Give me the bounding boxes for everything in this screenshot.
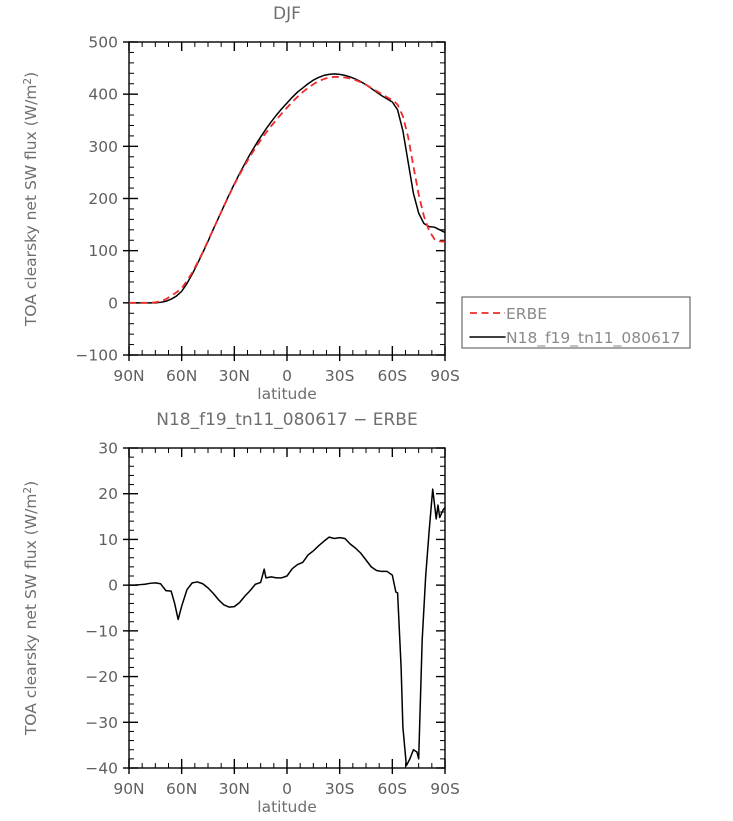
lower-panel-xlabel: latitude [257, 798, 316, 816]
y-tick-label: 0 [108, 577, 118, 595]
legend-label-erbe: ERBE [506, 305, 547, 323]
svg-text:TOA clearsky net SW flux (W/m2: TOA clearsky net SW flux (W/m2) [22, 481, 40, 736]
x-tick-label: 90N [113, 780, 144, 798]
x-tick-label: 90N [113, 367, 144, 385]
lower-ylabel-base: TOA clearsky net SW flux (W/m [22, 494, 40, 737]
x-tick-label: 30N [219, 367, 250, 385]
y-tick-label: 100 [88, 242, 118, 260]
x-tick-label: 90S [430, 367, 460, 385]
x-tick-label: 90S [430, 780, 460, 798]
x-tick-label: 0 [282, 780, 292, 798]
y-tick-label: 200 [88, 190, 118, 208]
lower-panel-frame [128, 447, 446, 769]
upper-panel-ylabel: TOA clearsky net SW flux (W/m2) [22, 72, 40, 327]
legend-entry-model[interactable]: N18_f19_tn11_080617 [469, 329, 681, 348]
upper-panel-series [129, 73, 445, 304]
y-tick-label: −20 [85, 668, 118, 686]
y-tick-label: 400 [88, 86, 118, 104]
y-tick-label: 500 [88, 34, 118, 52]
x-tick-label: 60N [166, 780, 197, 798]
lower-panel-tick-labels: 90N 60N 30N 0 30S 60S 90S −40 −30 −20 −10 0 10 20 30 [85, 440, 460, 799]
upper-panel-frame [128, 41, 446, 356]
series-line-1 [129, 76, 445, 304]
x-tick-label: 30S [325, 780, 355, 798]
upper-panel-tick-labels: 90N 60N 30N 0 30S 60S 90S −100 0 100 200 300 400 500 [75, 34, 459, 386]
lower-panel-ylabel: TOA clearsky net SW flux (W/m2) [22, 481, 40, 736]
y-tick-label: 10 [98, 531, 118, 549]
y-tick-label: −30 [85, 714, 118, 732]
lower-panel: N18_f19_tn11_080617 − ERBE TOA clearsky … [22, 410, 460, 816]
legend-entry-erbe[interactable]: ERBE [470, 305, 547, 323]
y-tick-label: 0 [108, 294, 118, 312]
legend-box [461, 296, 691, 349]
lower-panel-title: N18_f19_tn11_080617 − ERBE [156, 410, 417, 430]
y-tick-label: −10 [85, 622, 118, 640]
upper-ylabel-base: TOA clearsky net SW flux (W/m [22, 85, 40, 328]
y-tick-label: −100 [75, 347, 118, 365]
upper-ylabel-tail: ) [22, 72, 40, 78]
upper-panel: DJF TOA clearsky net SW flux (W/m2) 90N 6… [22, 4, 460, 403]
lower-ylabel-sup: 2 [22, 487, 34, 494]
upper-panel-xlabel: latitude [257, 385, 316, 403]
lower-ylabel-tail: ) [22, 481, 40, 487]
upper-panel-title: DJF [273, 4, 301, 24]
x-tick-label: 30N [219, 780, 250, 798]
y-tick-label: 20 [98, 485, 118, 503]
svg-text:TOA clearsky net SW flux (W/m2: TOA clearsky net SW flux (W/m2) [22, 72, 40, 327]
series-line-0 [129, 73, 445, 304]
upper-ylabel-sup: 2 [22, 78, 34, 85]
lower-panel-series [129, 488, 445, 767]
y-tick-label: 300 [88, 138, 118, 156]
x-tick-label: 60N [166, 367, 197, 385]
legend-label-model: N18_f19_tn11_080617 [506, 329, 681, 348]
x-tick-label: 0 [282, 367, 292, 385]
y-tick-label: −40 [85, 760, 118, 778]
series-line-0 [129, 488, 445, 767]
legend[interactable]: ERBE N18_f19_tn11_080617 [461, 296, 691, 349]
x-tick-label: 30S [325, 367, 355, 385]
y-tick-label: 30 [98, 440, 118, 458]
x-tick-label: 60S [378, 367, 408, 385]
x-tick-label: 60S [378, 780, 408, 798]
